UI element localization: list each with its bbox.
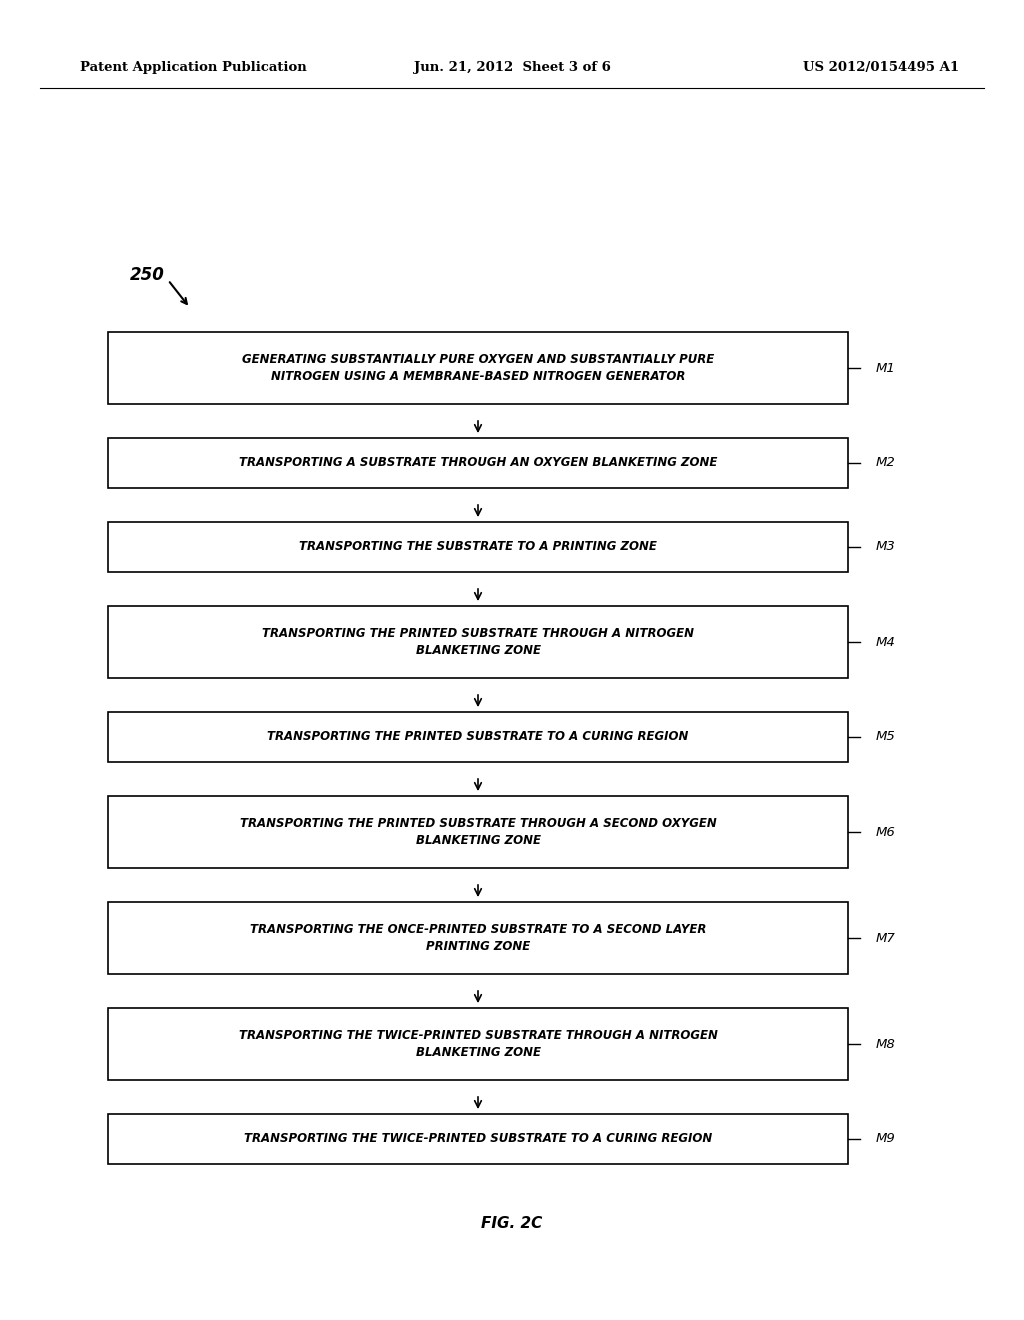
Text: TRANSPORTING THE PRINTED SUBSTRATE THROUGH A SECOND OXYGEN
BLANKETING ZONE: TRANSPORTING THE PRINTED SUBSTRATE THROU… xyxy=(240,817,717,846)
Text: M6: M6 xyxy=(876,825,896,838)
Text: TRANSPORTING THE TWICE-PRINTED SUBSTRATE TO A CURING REGION: TRANSPORTING THE TWICE-PRINTED SUBSTRATE… xyxy=(244,1133,712,1146)
Text: Jun. 21, 2012  Sheet 3 of 6: Jun. 21, 2012 Sheet 3 of 6 xyxy=(414,62,610,74)
Bar xyxy=(108,1008,848,1080)
Text: M2: M2 xyxy=(876,457,896,470)
Text: TRANSPORTING THE SUBSTRATE TO A PRINTING ZONE: TRANSPORTING THE SUBSTRATE TO A PRINTING… xyxy=(299,540,657,553)
Bar xyxy=(108,333,848,404)
Text: TRANSPORTING THE PRINTED SUBSTRATE TO A CURING REGION: TRANSPORTING THE PRINTED SUBSTRATE TO A … xyxy=(267,730,689,743)
Text: M1: M1 xyxy=(876,362,896,375)
Text: M5: M5 xyxy=(876,730,896,743)
Bar xyxy=(108,902,848,974)
Bar xyxy=(108,438,848,488)
Text: GENERATING SUBSTANTIALLY PURE OXYGEN AND SUBSTANTIALLY PURE
NITROGEN USING A MEM: GENERATING SUBSTANTIALLY PURE OXYGEN AND… xyxy=(242,354,714,383)
Text: M3: M3 xyxy=(876,540,896,553)
Text: TRANSPORTING THE PRINTED SUBSTRATE THROUGH A NITROGEN
BLANKETING ZONE: TRANSPORTING THE PRINTED SUBSTRATE THROU… xyxy=(262,627,694,657)
Text: TRANSPORTING THE ONCE-PRINTED SUBSTRATE TO A SECOND LAYER
PRINTING ZONE: TRANSPORTING THE ONCE-PRINTED SUBSTRATE … xyxy=(250,923,707,953)
Text: US 2012/0154495 A1: US 2012/0154495 A1 xyxy=(803,62,959,74)
Text: M7: M7 xyxy=(876,932,896,945)
Text: FIG. 2C: FIG. 2C xyxy=(481,1217,543,1232)
Text: Patent Application Publication: Patent Application Publication xyxy=(80,62,307,74)
Bar xyxy=(108,606,848,678)
Bar xyxy=(108,711,848,762)
Text: 250: 250 xyxy=(130,267,165,284)
Text: M9: M9 xyxy=(876,1133,896,1146)
Text: M4: M4 xyxy=(876,635,896,648)
Text: TRANSPORTING THE TWICE-PRINTED SUBSTRATE THROUGH A NITROGEN
BLANKETING ZONE: TRANSPORTING THE TWICE-PRINTED SUBSTRATE… xyxy=(239,1030,718,1059)
Text: M8: M8 xyxy=(876,1038,896,1051)
Bar xyxy=(108,796,848,869)
Bar xyxy=(108,521,848,572)
Text: TRANSPORTING A SUBSTRATE THROUGH AN OXYGEN BLANKETING ZONE: TRANSPORTING A SUBSTRATE THROUGH AN OXYG… xyxy=(239,457,717,470)
Bar xyxy=(108,1114,848,1164)
